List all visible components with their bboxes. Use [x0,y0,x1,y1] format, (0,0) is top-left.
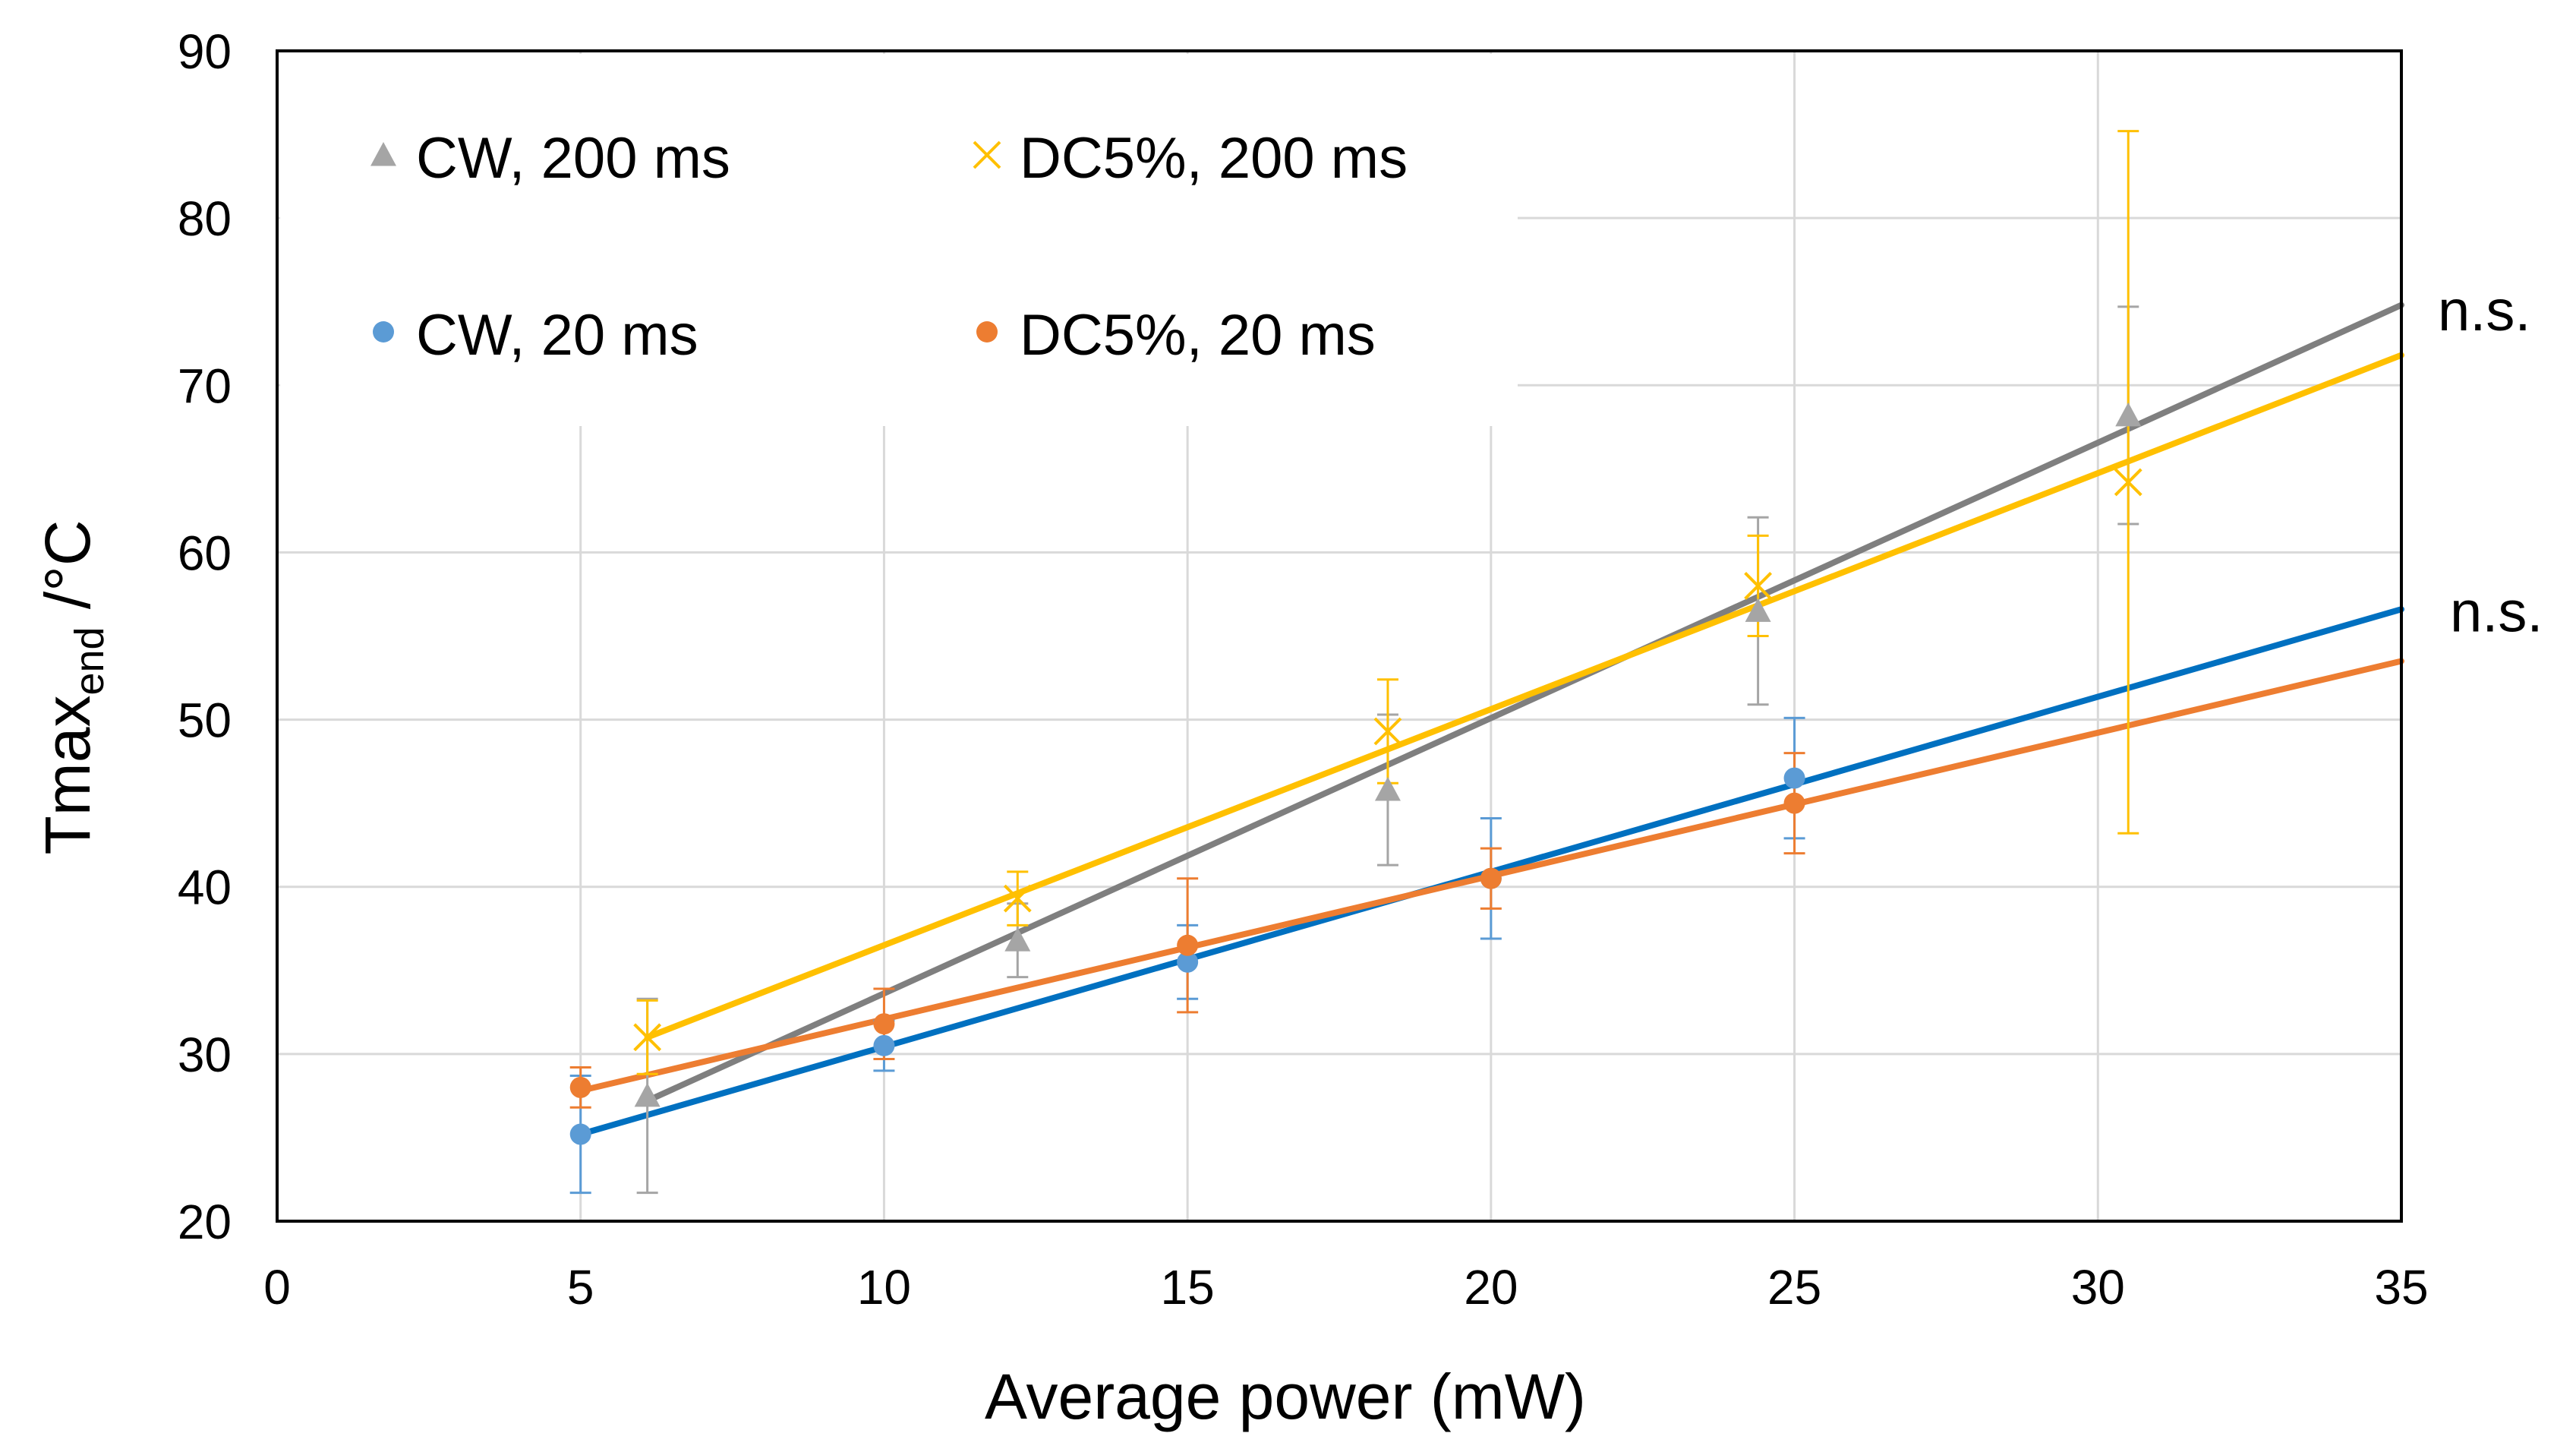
x-stroke [1373,717,1402,746]
x-tick-label: 15 [1161,1260,1215,1315]
y-tick-label: 90 [178,24,232,79]
data-point-circle [373,321,394,343]
x-tick-label: 25 [1767,1260,1821,1315]
legend-label: DC5%, 200 ms [1020,126,1408,191]
x-stroke [633,1023,662,1052]
data-point-triangle [2115,402,2142,427]
data-point-circle [1177,934,1199,956]
ns-annotation: n.s. [2438,279,2531,343]
x-tick-label: 30 [2071,1260,2125,1315]
data-point-triangle [370,142,396,166]
data-point-circle [569,1123,591,1145]
data-point-circle [1783,767,1805,789]
y-tick-label: 20 [178,1195,232,1249]
legend-label: CW, 20 ms [416,303,698,368]
data-point-x [633,1023,662,1052]
x-stroke [973,140,1001,169]
data-points [569,402,2142,1145]
x-tick-label: 35 [2374,1260,2428,1315]
data-point-x [1003,884,1032,913]
y-tick-label: 40 [178,860,232,915]
data-point-x [1744,572,1773,600]
y-axis-title-unit: /°C [32,519,103,627]
data-point-triangle [1745,598,1771,622]
data-point-triangle [1374,777,1401,801]
y-tick-label: 60 [178,526,232,580]
data-point-triangle [634,1082,661,1107]
legend-background [280,54,1518,426]
data-point-x [973,140,1001,169]
data-point-triangle [1004,927,1031,952]
trendline [644,352,2404,1040]
data-point-circle [1783,792,1805,814]
x-stroke [1744,572,1773,600]
x-axis-ticks: 0 5 10 15 20 25 30 35 [263,1260,2428,1315]
trendline [644,301,2404,1104]
data-point-x [1373,717,1402,746]
y-axis-title: Tmaxend /°C [32,519,112,854]
data-point-circle [1480,867,1502,889]
x-stroke [1003,884,1032,913]
x-stroke [2114,468,2142,497]
data-point-circle [1177,951,1199,973]
x-tick-label: 10 [857,1260,911,1315]
y-tick-label: 70 [178,358,232,413]
data-point-x [2114,468,2142,497]
data-point-circle [976,321,998,343]
x-tick-label: 20 [1464,1260,1518,1315]
x-tick-label: 0 [263,1260,291,1315]
y-tick-label: 50 [178,693,232,748]
x-tick-label: 5 [567,1260,594,1315]
y-axis-ticks: 20 30 40 50 60 70 80 90 [178,24,232,1249]
legend: CW, 200 ms DC5%, 200 ms CW, 20 ms DC5%, 20 … [370,126,1408,368]
x-axis-title: Average power (mW) [985,1361,1586,1432]
y-axis-title-subscript: end [67,627,112,695]
y-tick-label: 30 [178,1028,232,1082]
data-point-circle [873,1034,895,1056]
annotations: n.s. n.s. [2438,279,2543,644]
ns-annotation: n.s. [2450,579,2543,644]
plot-area-frame [276,49,2403,1223]
data-point-circle [569,1076,591,1098]
y-tick-label: 80 [178,191,232,246]
y-axis-title-main: Tmax [32,696,103,855]
data-point-circle [873,1013,895,1035]
legend-label: CW, 200 ms [416,126,730,191]
legend-label: DC5%, 20 ms [1020,303,1376,368]
